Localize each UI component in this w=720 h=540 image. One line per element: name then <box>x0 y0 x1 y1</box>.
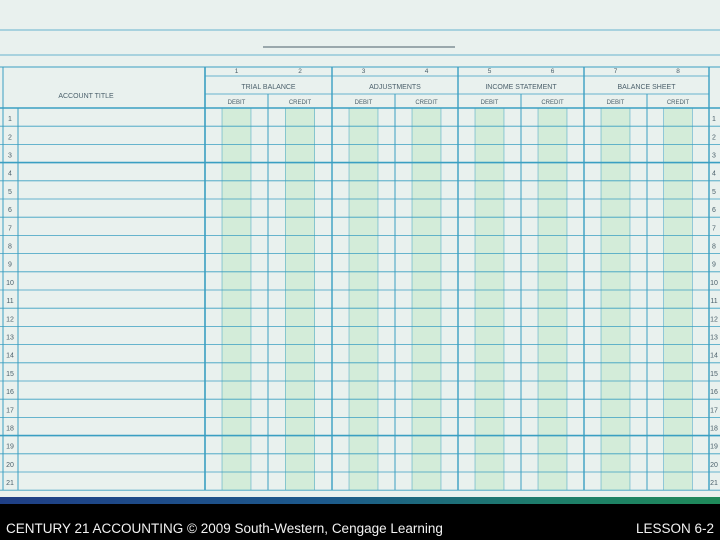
row-number: 1 <box>8 116 12 123</box>
footer-color-band <box>0 497 720 504</box>
column-number: 1 <box>235 68 239 75</box>
row-number: 13 <box>710 335 718 342</box>
row-number: 20 <box>6 462 14 469</box>
footer-bar: CENTURY 21 ACCOUNTING © 2009 South-Weste… <box>0 497 720 540</box>
row-number: 1 <box>712 116 716 123</box>
ruling-lines <box>0 29 720 491</box>
section-heading: BALANCE SHEET <box>618 84 677 91</box>
lesson-label: LESSON 6-2 <box>635 521 714 536</box>
section-heading: TRIAL BALANCE <box>241 84 296 91</box>
row-number: 5 <box>712 189 716 196</box>
row-number: 3 <box>712 153 716 160</box>
amount-band <box>601 108 630 491</box>
column-number: 6 <box>551 68 555 75</box>
row-number: 11 <box>710 298 717 305</box>
column-numbers: 1 2 3 4 5 6 7 8 <box>235 68 681 75</box>
row-number: 16 <box>710 389 718 396</box>
row-number: 20 <box>710 462 718 469</box>
amount-column-heading: DEBIT <box>607 100 625 106</box>
row-number: 14 <box>6 353 14 360</box>
section-heading: ADJUSTMENTS <box>369 84 421 91</box>
amount-column-heading: DEBIT <box>355 100 373 106</box>
amount-band <box>349 108 378 491</box>
account-title-header: ACCOUNT TITLE <box>58 93 114 100</box>
section-heading: INCOME STATEMENT <box>485 84 557 91</box>
debit-credit-headings: DEBIT CREDIT DEBIT CREDIT DEBIT CREDIT DEBIT CR… <box>228 100 690 106</box>
amount-band <box>538 108 567 491</box>
row-number: 2 <box>8 134 12 141</box>
amount-band <box>412 108 441 491</box>
row-number: 19 <box>6 444 14 451</box>
row-number: 6 <box>8 207 12 214</box>
amount-band <box>285 108 315 491</box>
row-number: 16 <box>6 389 14 396</box>
row-number: 4 <box>712 171 716 178</box>
row-number: 19 <box>710 444 718 451</box>
column-number: 8 <box>676 68 680 75</box>
row-number: 10 <box>6 280 14 287</box>
amount-column-shading <box>222 108 693 491</box>
row-number: 7 <box>8 225 12 232</box>
row-number: 17 <box>6 407 14 414</box>
row-number: 3 <box>8 153 12 160</box>
amount-column-heading: CREDIT <box>667 100 690 106</box>
row-number: 15 <box>6 371 14 378</box>
row-number: 4 <box>8 171 12 178</box>
row-number: 2 <box>712 134 716 141</box>
row-number: 8 <box>8 244 12 251</box>
row-number: 5 <box>8 189 12 196</box>
column-number: 3 <box>362 68 366 75</box>
amount-band <box>475 108 504 491</box>
amount-band <box>663 108 693 491</box>
amount-column-heading: CREDIT <box>289 100 312 106</box>
row-number: 9 <box>8 262 12 269</box>
row-number: 18 <box>710 426 718 433</box>
copyright-text: CENTURY 21 ACCOUNTING © 2009 South-Weste… <box>6 521 443 536</box>
row-number: 15 <box>710 371 718 378</box>
column-number: 4 <box>425 68 429 75</box>
section-headings: TRIAL BALANCE ADJUSTMENTS INCOME STATEMENT… <box>241 84 676 91</box>
row-number: 21 <box>6 480 14 487</box>
row-number: 17 <box>710 407 718 414</box>
amount-band <box>222 108 251 491</box>
amount-column-heading: DEBIT <box>228 100 246 106</box>
row-number: 12 <box>710 316 718 323</box>
row-number: 13 <box>6 335 14 342</box>
row-number: 6 <box>712 207 716 214</box>
amount-column-heading: DEBIT <box>481 100 499 106</box>
column-number: 5 <box>488 68 492 75</box>
amount-column-heading: CREDIT <box>415 100 438 106</box>
row-number: 7 <box>712 225 716 232</box>
row-number: 9 <box>712 262 716 269</box>
row-number: 12 <box>6 316 14 323</box>
row-number: 18 <box>6 426 14 433</box>
column-number: 7 <box>614 68 618 75</box>
row-number: 14 <box>710 353 718 360</box>
amount-column-heading: CREDIT <box>541 100 564 106</box>
row-number: 11 <box>6 298 13 305</box>
row-number: 21 <box>710 480 718 487</box>
row-number: 10 <box>710 280 718 287</box>
column-number: 2 <box>298 68 302 75</box>
row-number: 8 <box>712 244 716 251</box>
